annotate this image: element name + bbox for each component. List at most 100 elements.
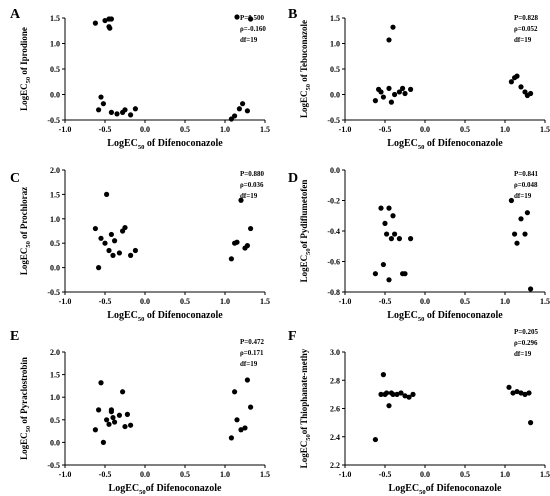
data-point — [396, 89, 402, 95]
y-tick-label: -0.5 — [47, 461, 60, 470]
x-tick-label: 1.5 — [540, 297, 550, 306]
stat-text: ρ=0.048 — [514, 181, 538, 189]
data-point — [506, 384, 512, 390]
data-point — [386, 85, 392, 91]
stat-text: ρ=-0.160 — [240, 25, 266, 33]
data-point — [96, 407, 102, 413]
y-tick-label: 0.5 — [330, 65, 340, 74]
panel-letter: F — [288, 329, 297, 344]
data-point — [128, 422, 134, 428]
x-axis-label: LogEC50of Difenoconazole — [389, 483, 502, 496]
data-point — [528, 420, 534, 426]
data-point — [396, 236, 402, 242]
data-point — [232, 389, 238, 395]
data-point — [244, 377, 250, 383]
data-point — [522, 231, 528, 237]
y-tick-label: -0.5 — [327, 116, 340, 125]
x-tick-label: 0.5 — [460, 470, 470, 479]
data-point — [242, 425, 248, 431]
panel-letter: A — [10, 7, 21, 22]
data-point — [386, 277, 392, 283]
data-point — [120, 389, 126, 395]
stat-text: P=0.472 — [240, 338, 265, 346]
data-point — [514, 240, 520, 246]
data-point — [410, 391, 416, 397]
stat-text: P=0.880 — [240, 170, 265, 178]
x-tick-label: 1.0 — [500, 125, 510, 134]
data-point — [110, 252, 116, 258]
data-point — [108, 109, 114, 115]
data-point — [108, 407, 114, 413]
panel-e: -1.0 -0.5 0.0 0.5 1.0 1.5-0.50.00.51.01.52.0E… — [10, 329, 270, 496]
data-point — [102, 240, 108, 246]
panel-letter: E — [10, 329, 19, 344]
x-tick-label: 1.0 — [220, 297, 230, 306]
data-point — [508, 197, 514, 204]
data-point — [98, 235, 104, 241]
y-tick-label: 1.5 — [330, 14, 340, 23]
data-point — [518, 216, 524, 222]
data-point — [378, 89, 384, 95]
data-point — [508, 79, 514, 85]
data-point — [380, 261, 386, 268]
data-point — [392, 91, 398, 98]
data-point — [248, 225, 254, 232]
x-tick-label: 1.5 — [260, 470, 270, 479]
y-tick-label: 0.0 — [50, 91, 60, 100]
y-axis-label: LogEC50 of Tebuconazole — [299, 20, 312, 118]
data-point — [128, 112, 134, 118]
x-tick-label: 0.0 — [420, 470, 430, 479]
data-point — [406, 394, 412, 400]
data-point — [402, 271, 408, 277]
y-tick-label: 0.0 — [50, 438, 60, 447]
data-point — [112, 238, 118, 244]
data-point — [248, 16, 254, 22]
data-point — [114, 111, 120, 117]
x-tick-label: 0.5 — [180, 297, 190, 306]
y-tick-label: 1.0 — [50, 40, 60, 49]
x-tick-label: -0.5 — [99, 125, 112, 134]
x-axis-label: LogEC50 of Difenoconazole — [107, 138, 223, 151]
y-tick-label: 2.0 — [50, 348, 60, 357]
y-tick-label: -0.5 — [47, 288, 60, 297]
x-tick-label: 1.0 — [220, 125, 230, 134]
y-tick-label: 1.5 — [50, 190, 60, 199]
y-tick-label: 0.0 — [330, 166, 340, 175]
y-tick-label: 2.4 — [330, 433, 340, 442]
data-point — [238, 427, 244, 433]
panel-d: -1.0 -0.5 0.0 0.5 1.0 1.5 -0.8 -0.6 -0.4 -0.2 0.0 D… — [288, 166, 550, 323]
y-tick-label: -0.8 — [327, 288, 340, 297]
data-point — [390, 24, 396, 30]
data-point — [128, 252, 134, 258]
data-point — [234, 14, 240, 20]
y-tick-label: 1.0 — [50, 393, 60, 402]
x-tick-label: -0.5 — [379, 470, 392, 479]
y-tick-label: 2.2 — [330, 461, 340, 470]
x-tick-label: -1.0 — [339, 297, 352, 306]
x-tick-label: 0.0 — [420, 297, 430, 306]
x-tick-label: 1.5 — [260, 297, 270, 306]
data-point — [228, 435, 234, 441]
data-point — [390, 213, 396, 219]
data-point — [400, 85, 406, 91]
x-tick-label: 1.0 — [220, 470, 230, 479]
y-tick-label: -0.4 — [327, 227, 340, 236]
data-point — [116, 412, 122, 418]
data-point — [108, 16, 114, 22]
data-point — [96, 265, 102, 271]
data-point — [408, 236, 414, 242]
stat-text: P=0.500 — [240, 14, 265, 22]
data-point — [106, 421, 112, 427]
data-point — [108, 231, 114, 238]
data-point — [378, 391, 384, 397]
data-point — [372, 436, 378, 443]
data-point — [98, 380, 104, 386]
data-point — [528, 90, 534, 97]
data-point — [384, 231, 390, 237]
data-point — [244, 243, 250, 249]
data-point — [518, 84, 524, 90]
data-point — [96, 107, 102, 113]
data-point — [104, 417, 110, 423]
data-point — [92, 20, 98, 26]
data-point — [100, 101, 106, 107]
